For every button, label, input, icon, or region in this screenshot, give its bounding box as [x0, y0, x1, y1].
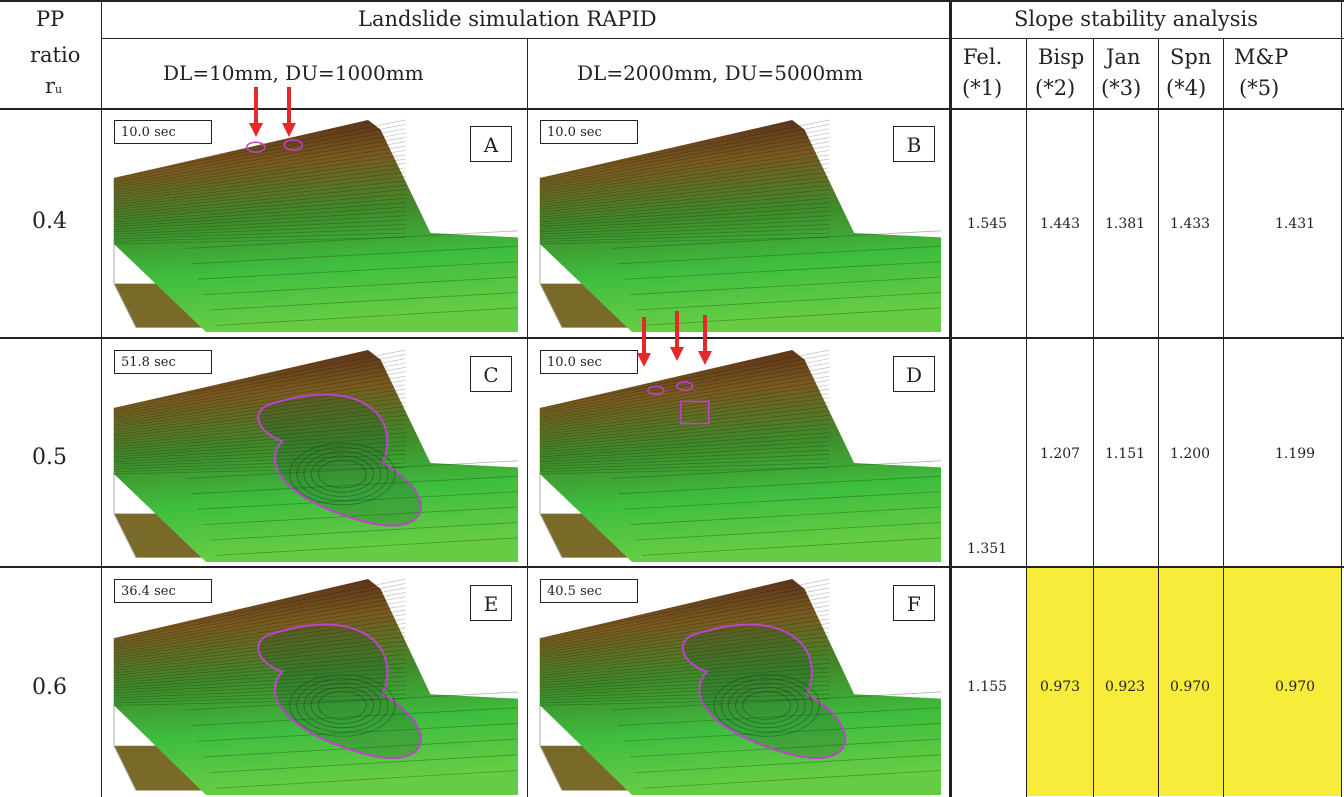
- value-r06-fel: 1.155: [967, 679, 1008, 695]
- header-divider-2: [0, 108, 1344, 110]
- time-label: 10.0 sec: [540, 120, 638, 144]
- value-r05-bisp: 1.207: [1040, 446, 1081, 462]
- value-r05-spn: 1.200: [1170, 446, 1211, 462]
- pp-symbol: r: [45, 74, 56, 98]
- value-r05-mp: 1.199: [1275, 446, 1316, 462]
- col-divider-m1: [1026, 39, 1027, 797]
- method-spn-ref: (*4): [1166, 76, 1207, 100]
- panel-d: 10.0 sec D: [532, 311, 945, 562]
- value-r04-bisp: 1.443: [1040, 216, 1081, 232]
- method-spn-name: Spn: [1170, 45, 1212, 69]
- col-dl2-header: DL=2000mm, DU=5000mm: [577, 61, 864, 85]
- col-dl1-header: DL=10mm, DU=1000mm: [163, 61, 424, 85]
- panel-c: 51.8 sec C: [106, 342, 522, 562]
- red-arrow-icon: [698, 315, 713, 365]
- col-divider-pp: [101, 0, 102, 797]
- method-mp-ref: (*5): [1239, 76, 1280, 100]
- panel-letter-label: D: [893, 356, 935, 392]
- pp-header-line2: ratio: [30, 43, 81, 67]
- col-divider-sim: [527, 39, 528, 797]
- col-divider-m3: [1158, 39, 1159, 797]
- method-bisp-ref: (*2): [1035, 76, 1076, 100]
- value-r04-spn: 1.433: [1170, 216, 1211, 232]
- pp-header-line1: PP: [36, 7, 65, 31]
- slope-visualization: [539, 349, 942, 562]
- table-top-border: [0, 0, 1344, 2]
- row-divider-1: [0, 337, 1344, 339]
- col-divider-m4: [1223, 39, 1224, 797]
- row-divider-2: [0, 566, 1344, 568]
- row-ratio-04: 0.4: [32, 209, 67, 234]
- time-label: 10.0 sec: [540, 350, 638, 374]
- time-label: 10.0 sec: [114, 120, 212, 144]
- slope-visualization: [113, 119, 519, 332]
- pp-header-line3: ru: [45, 74, 62, 98]
- slope-visualization: [539, 119, 942, 332]
- value-r06-jan: 0.923: [1105, 679, 1146, 695]
- col-divider-main: [949, 0, 952, 797]
- value-r06-bisp: 0.973: [1040, 679, 1081, 695]
- panel-b: 10.0 sec B: [532, 112, 945, 332]
- header-divider-1: [101, 38, 1344, 39]
- value-r06-spn: 0.970: [1170, 679, 1211, 695]
- value-r04-mp: 1.431: [1275, 216, 1316, 232]
- panel-letter-label: C: [470, 356, 512, 392]
- highlight-cell-mp: [1224, 567, 1341, 796]
- red-arrow-icon: [282, 87, 297, 137]
- panel-letter-label: E: [470, 585, 512, 621]
- col-divider-m2: [1093, 39, 1094, 797]
- panel-letter-label: B: [893, 126, 935, 162]
- method-fel-ref: (*1): [962, 76, 1003, 100]
- method-mp-name: M&P: [1234, 45, 1289, 69]
- panel-f: 40.5 sec F: [532, 571, 945, 795]
- method-jan-ref: (*3): [1101, 76, 1142, 100]
- row-ratio-05: 0.5: [32, 445, 67, 470]
- slope-title: Slope stability analysis: [1014, 7, 1259, 31]
- table-right-border: [1341, 0, 1342, 797]
- method-fel-name: Fel.: [963, 45, 1003, 69]
- slope-visualization: [113, 578, 519, 795]
- red-arrow-icon: [248, 87, 263, 137]
- time-label: 36.4 sec: [114, 579, 212, 603]
- value-r06-mp: 0.970: [1275, 679, 1316, 695]
- sim-title: Landslide simulation RAPID: [358, 7, 657, 31]
- value-r04-fel: 1.545: [967, 216, 1008, 232]
- time-label: 40.5 sec: [540, 579, 638, 603]
- time-label: 51.8 sec: [114, 350, 212, 374]
- highlight-cell-spn: [1159, 567, 1223, 796]
- panel-letter-label: F: [893, 585, 935, 621]
- red-arrow-icon: [669, 311, 684, 361]
- panel-e: 36.4 sec E: [106, 571, 522, 795]
- row-ratio-06: 0.6: [32, 675, 67, 700]
- panel-a: 10.0 sec A: [106, 87, 522, 332]
- method-bisp-name: Bisp: [1038, 45, 1085, 69]
- pp-subscript: u: [55, 83, 63, 96]
- slope-visualization: [539, 578, 942, 795]
- value-r05-fel: 1.351: [967, 541, 1008, 557]
- value-r05-jan: 1.151: [1105, 446, 1146, 462]
- slope-visualization: [113, 349, 519, 562]
- red-arrow-icon: [636, 317, 651, 367]
- highlight-cell-jan: [1094, 567, 1158, 796]
- highlight-cell-bisp: [1027, 567, 1093, 796]
- panel-letter-label: A: [470, 126, 512, 162]
- value-r04-jan: 1.381: [1105, 216, 1146, 232]
- method-jan-name: Jan: [1106, 45, 1141, 69]
